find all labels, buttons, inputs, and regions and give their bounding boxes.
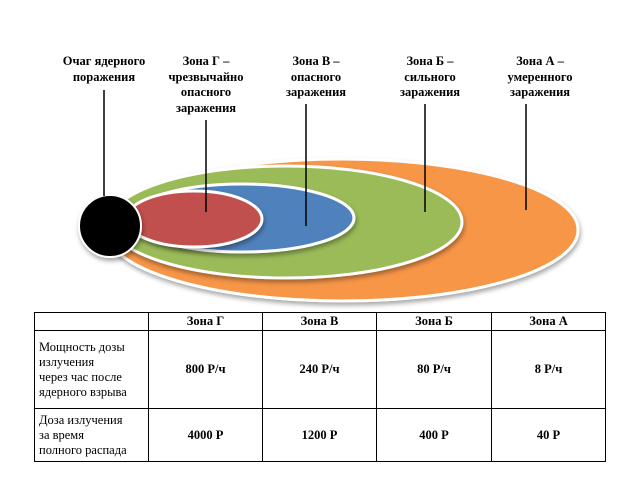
center-label-line: поражения <box>72 69 136 84</box>
epicenter-circle <box>78 194 142 258</box>
row-header-line: Доза излучения <box>39 412 123 427</box>
zone-b-label: Зона Б – сильного заражения <box>370 54 490 101</box>
column-header-zone-a: Зона А <box>491 312 606 331</box>
zone-a-label-line: Зона А – <box>516 54 564 68</box>
zone-a-label-line: умеренного <box>507 69 573 84</box>
row-header-line: излучения <box>39 354 95 369</box>
table-cell: 400 Р <box>376 408 492 462</box>
table-cell: 80 Р/ч <box>376 330 492 409</box>
table-corner-cell <box>34 312 149 331</box>
column-header-zone-b: Зона Б <box>376 312 492 331</box>
zone-b-label-line: заражения <box>399 85 461 99</box>
center-label-line: Очаг ядерного <box>62 54 146 68</box>
table-header-row: Зона Г Зона В Зона Б Зона А <box>34 312 606 331</box>
row-header-line: ядерного взрыва <box>39 384 127 399</box>
row-header-line: через час после <box>39 369 122 384</box>
center-label: Очаг ядерного поражения <box>36 54 172 85</box>
zone-b-label-line: Зона Б – <box>406 54 454 68</box>
zone-v-label-line: опасного <box>290 69 342 84</box>
table-cell: 1200 Р <box>262 408 377 462</box>
zone-v-label-line: заражения <box>285 85 347 99</box>
zone-v-label: Зона В – опасного заражения <box>256 54 376 101</box>
zone-g-label-line: чрезвычайно <box>168 69 244 84</box>
table-cell: 8 Р/ч <box>491 330 606 409</box>
zone-a-label: Зона А – умеренного заражения <box>480 54 600 101</box>
zone-g-label-line: Зона Г – <box>182 54 230 68</box>
row-header-line: полного распада <box>39 442 127 457</box>
table-row: Мощность дозы излучения через час после … <box>34 330 606 409</box>
column-header-zone-g: Зона Г <box>148 312 263 331</box>
table-cell: 4000 Р <box>148 408 263 462</box>
row-header-dose-rate: Мощность дозы излучения через час после … <box>34 330 149 409</box>
zone-g-label-line: опасного <box>180 85 232 99</box>
zone-g-label-line: заражения <box>175 100 237 115</box>
zone-g-label: Зона Г – чрезвычайно опасного заражения <box>146 54 266 116</box>
contamination-zones-diagram: Очаг ядерного поражения Зона Г – чрезвыч… <box>36 54 600 303</box>
row-header-line: за время <box>39 427 84 442</box>
zone-b-label-line: сильного <box>404 69 456 84</box>
zone-g-ellipse <box>124 189 264 249</box>
zone-a-label-line: заражения <box>509 85 571 99</box>
radiation-dose-table: Зона Г Зона В Зона Б Зона А Мощность доз… <box>34 312 606 462</box>
table-cell: 240 Р/ч <box>262 330 377 409</box>
table-cell: 800 Р/ч <box>148 330 263 409</box>
table-row: Доза излучения за время полного распада … <box>34 408 606 462</box>
zone-v-label-line: Зона В – <box>292 54 340 68</box>
row-header-total-dose: Доза излучения за время полного распада <box>34 408 149 462</box>
zones-graphic <box>78 90 580 303</box>
column-header-zone-v: Зона В <box>262 312 377 331</box>
leader-lines <box>103 90 527 226</box>
table-cell: 40 Р <box>491 408 606 462</box>
row-header-line: Мощность дозы <box>39 339 125 354</box>
